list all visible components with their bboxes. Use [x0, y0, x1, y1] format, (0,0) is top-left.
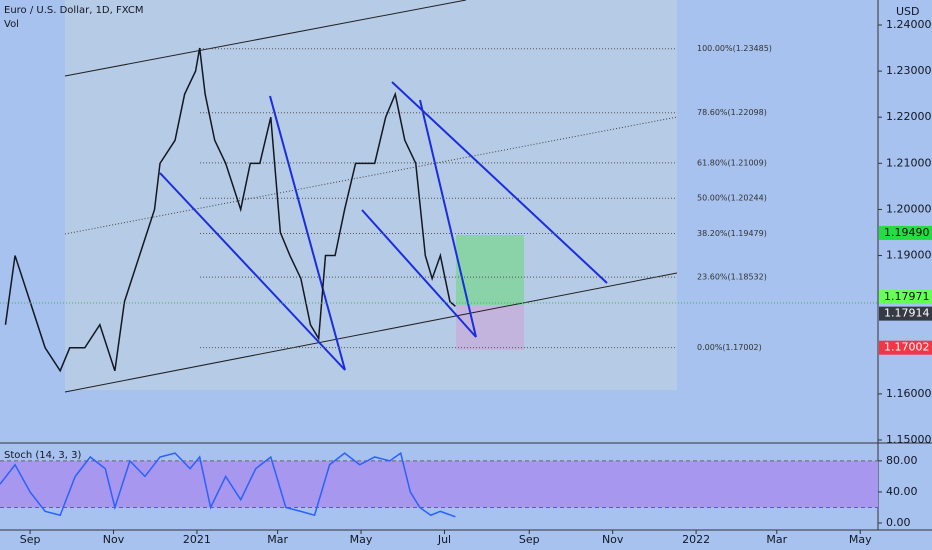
stoch-title: Stoch (14, 3, 3) — [4, 450, 81, 461]
wedge-2 — [361, 99, 477, 338]
x-tick-label: Sep — [20, 533, 41, 546]
fib-label: 23.60%(1.18532) — [697, 273, 767, 282]
y-tick-label: 1.23000 — [886, 64, 932, 77]
chart-title: Euro / U.S. Dollar, 1D, FXCM — [4, 5, 143, 16]
price-axis — [878, 0, 932, 550]
fib-label: 38.20%(1.19479) — [697, 229, 767, 238]
x-tick-label: May — [350, 533, 373, 546]
volume-label: Vol — [4, 19, 19, 30]
stoch-band — [0, 460, 878, 508]
x-tick-label: Mar — [267, 533, 288, 546]
price-line — [4, 47, 456, 373]
trend-down — [391, 81, 608, 284]
x-tick-label: 2022 — [682, 533, 710, 546]
price-tag — [879, 340, 932, 355]
range-box — [65, 0, 677, 390]
x-tick-label: Nov — [602, 533, 624, 546]
y-tick-label: 1.21000 — [886, 156, 932, 169]
fib-label: 100.00%(1.23485) — [697, 44, 772, 53]
fib-label: 0.00%(1.17002) — [697, 343, 762, 352]
y-tick-label: 1.19000 — [886, 249, 932, 262]
y-tick-label: 1.16000 — [886, 387, 932, 400]
wedge-1 — [159, 95, 346, 371]
fib-label: 78.60%(1.22098) — [697, 108, 767, 117]
y-tick-label: 1.24000 — [886, 18, 932, 31]
y-tick-label: 80.00 — [886, 454, 918, 467]
x-tick-label: Sep — [519, 533, 540, 546]
channel-top — [64, 0, 467, 77]
channel-bottom — [64, 272, 678, 393]
trend-lines — [64, 0, 678, 393]
price-line — [0, 451, 456, 518]
price-tag — [879, 306, 932, 321]
y-tick-label: 0.00 — [886, 516, 911, 529]
y-tick-label: 1.22000 — [886, 110, 932, 123]
y-tick-label: 1.20000 — [886, 202, 932, 215]
price-tag-label: 1.19490 — [884, 226, 930, 239]
price-tag — [879, 290, 932, 305]
price-tag — [879, 225, 932, 240]
price-tag-label: 1.17002 — [884, 341, 930, 354]
price-tag-label: 1.17914 — [884, 307, 930, 320]
fib-label: 50.00%(1.20244) — [697, 194, 767, 203]
x-tick-label: 2021 — [183, 533, 211, 546]
currency-label: USD — [896, 5, 920, 18]
y-tick-label: 1.15000 — [886, 433, 932, 446]
profit-zone — [456, 235, 524, 305]
fib-label: 61.80%(1.21009) — [697, 158, 767, 167]
channel-mid — [64, 116, 678, 235]
y-tick-label: 40.00 — [886, 485, 918, 498]
x-tick-label: Mar — [766, 533, 787, 546]
x-tick-label: Jul — [437, 533, 451, 546]
x-tick-label: May — [849, 533, 872, 546]
x-tick-label: Nov — [103, 533, 125, 546]
price-tag-label: 1.17971 — [884, 290, 930, 303]
